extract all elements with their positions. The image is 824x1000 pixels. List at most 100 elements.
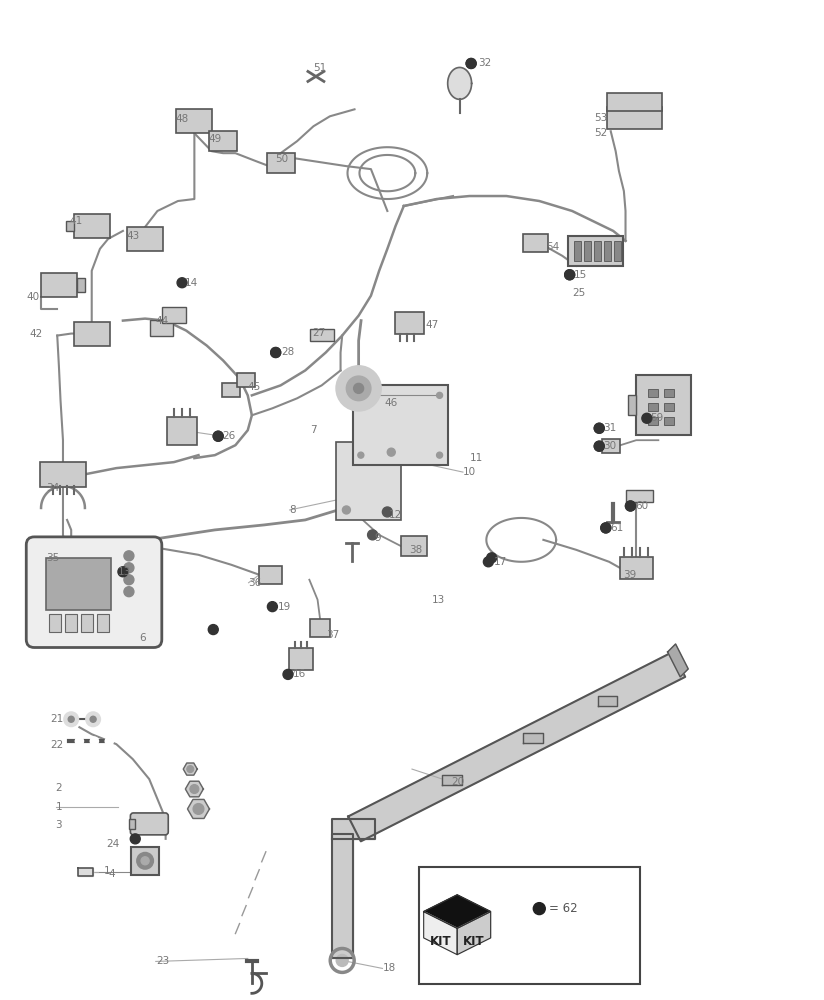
Bar bbox=[310, 329, 334, 341]
Bar bbox=[664, 417, 674, 425]
Circle shape bbox=[564, 270, 574, 280]
Bar bbox=[310, 619, 330, 637]
Circle shape bbox=[337, 366, 381, 410]
Circle shape bbox=[118, 567, 128, 577]
Polygon shape bbox=[424, 912, 457, 955]
Text: 24: 24 bbox=[106, 839, 119, 849]
Polygon shape bbox=[188, 799, 209, 818]
Text: 30: 30 bbox=[603, 441, 616, 451]
Circle shape bbox=[336, 954, 349, 966]
Circle shape bbox=[213, 431, 223, 441]
Bar bbox=[209, 131, 237, 151]
Circle shape bbox=[358, 392, 364, 398]
Circle shape bbox=[213, 431, 223, 441]
Text: 35: 35 bbox=[47, 553, 60, 563]
Text: 59: 59 bbox=[650, 413, 663, 423]
Bar bbox=[574, 241, 581, 261]
Bar bbox=[131, 847, 159, 875]
Bar bbox=[260, 566, 283, 584]
Bar bbox=[648, 389, 658, 397]
Circle shape bbox=[594, 423, 604, 433]
Circle shape bbox=[368, 530, 377, 540]
Polygon shape bbox=[667, 644, 688, 677]
Bar bbox=[50, 562, 91, 584]
Text: 27: 27 bbox=[311, 328, 325, 338]
Text: 10: 10 bbox=[463, 467, 476, 477]
Text: 51: 51 bbox=[313, 63, 326, 73]
Circle shape bbox=[625, 501, 635, 511]
Bar bbox=[396, 312, 424, 334]
Circle shape bbox=[437, 392, 442, 398]
Polygon shape bbox=[523, 733, 543, 743]
Circle shape bbox=[283, 669, 293, 679]
Text: 48: 48 bbox=[176, 114, 189, 124]
Bar bbox=[41, 273, 77, 297]
Text: 18: 18 bbox=[382, 963, 396, 973]
Text: 14: 14 bbox=[185, 278, 198, 288]
Circle shape bbox=[601, 523, 611, 533]
Bar bbox=[664, 403, 674, 411]
Bar bbox=[150, 320, 174, 336]
Text: 34: 34 bbox=[47, 483, 60, 493]
Circle shape bbox=[187, 766, 194, 773]
Circle shape bbox=[601, 523, 611, 533]
Text: 17: 17 bbox=[494, 557, 508, 567]
Text: 12: 12 bbox=[389, 510, 402, 520]
Circle shape bbox=[141, 857, 149, 865]
Text: 3: 3 bbox=[55, 820, 63, 830]
Bar bbox=[129, 819, 135, 829]
Text: 42: 42 bbox=[30, 329, 43, 339]
Text: 39: 39 bbox=[623, 570, 636, 580]
Circle shape bbox=[124, 575, 134, 585]
Bar bbox=[636, 375, 691, 435]
Bar bbox=[40, 462, 86, 487]
Text: 49: 49 bbox=[208, 134, 222, 144]
Bar bbox=[400, 536, 427, 556]
Circle shape bbox=[268, 602, 278, 612]
Bar bbox=[607, 107, 662, 129]
Circle shape bbox=[487, 553, 497, 563]
Circle shape bbox=[190, 785, 199, 794]
Bar bbox=[664, 389, 674, 397]
Text: 7: 7 bbox=[310, 425, 316, 435]
FancyBboxPatch shape bbox=[26, 537, 162, 648]
Polygon shape bbox=[424, 895, 490, 928]
Bar bbox=[353, 385, 447, 465]
Bar bbox=[604, 241, 611, 261]
Bar bbox=[176, 109, 213, 133]
Bar bbox=[74, 214, 110, 238]
Text: 43: 43 bbox=[126, 231, 139, 241]
Bar bbox=[65, 614, 77, 632]
Text: 1: 1 bbox=[55, 802, 63, 812]
Bar bbox=[81, 614, 93, 632]
Polygon shape bbox=[332, 819, 375, 839]
Bar bbox=[66, 221, 74, 231]
Text: 1: 1 bbox=[104, 866, 110, 876]
Bar bbox=[336, 442, 401, 520]
Bar bbox=[648, 417, 658, 425]
Text: 45: 45 bbox=[248, 382, 261, 392]
Text: 25: 25 bbox=[572, 288, 585, 298]
Bar bbox=[167, 417, 197, 445]
Text: 46: 46 bbox=[384, 398, 397, 408]
Bar bbox=[625, 490, 653, 502]
Circle shape bbox=[466, 58, 476, 68]
Circle shape bbox=[137, 853, 153, 869]
Text: 21: 21 bbox=[50, 714, 64, 724]
Text: 8: 8 bbox=[290, 505, 297, 515]
Polygon shape bbox=[349, 652, 686, 841]
Polygon shape bbox=[597, 696, 617, 706]
Circle shape bbox=[208, 625, 218, 635]
Bar bbox=[49, 614, 61, 632]
Circle shape bbox=[124, 563, 134, 573]
Text: 20: 20 bbox=[452, 777, 465, 787]
Polygon shape bbox=[332, 834, 353, 958]
Circle shape bbox=[91, 737, 98, 745]
Text: 13: 13 bbox=[118, 567, 131, 577]
Circle shape bbox=[347, 376, 371, 400]
Polygon shape bbox=[447, 67, 471, 99]
Text: 40: 40 bbox=[26, 292, 40, 302]
Text: 2: 2 bbox=[55, 783, 63, 793]
Bar bbox=[584, 241, 591, 261]
Text: 4: 4 bbox=[108, 869, 115, 879]
